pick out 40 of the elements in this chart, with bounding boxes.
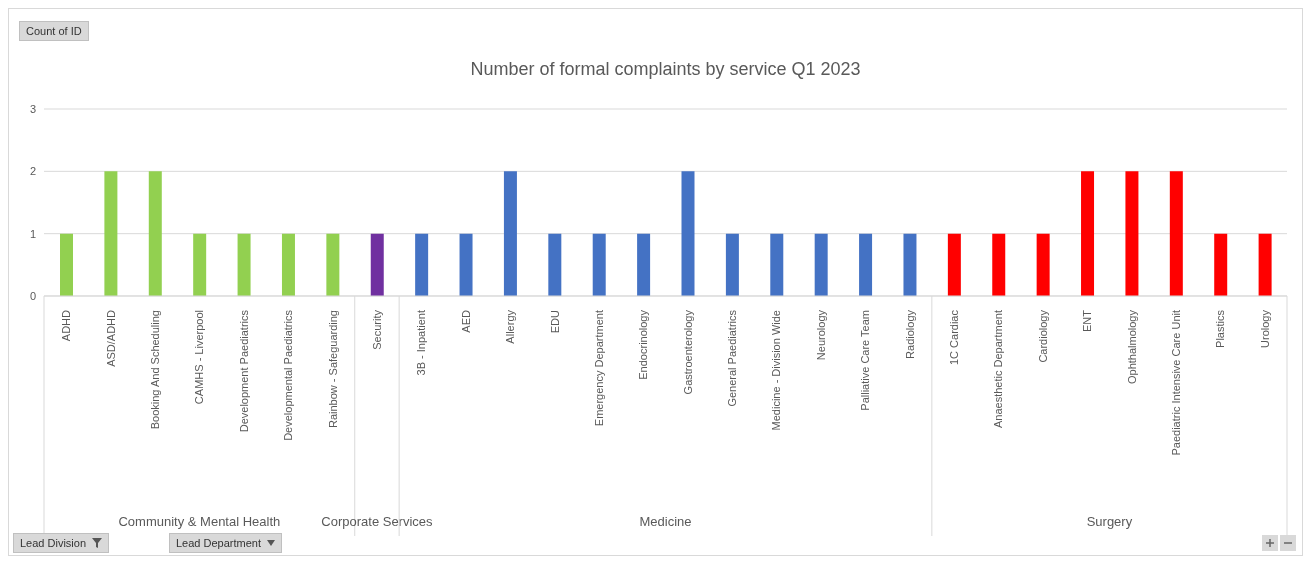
text: Community & Mental Health	[118, 514, 281, 529]
text: Medicine	[639, 514, 692, 529]
x-tick-label: Security	[370, 309, 383, 350]
x-tick-label: EDU	[548, 309, 561, 334]
y-tick-label: 0	[29, 289, 36, 302]
x-tick-label: Palliative Care Team	[859, 310, 872, 411]
x-tick-label: CAMHS - Liverpool	[193, 310, 206, 405]
x-tick-label: Endocrinology	[637, 309, 650, 380]
y-tick-label: 1	[29, 227, 36, 240]
x-tick-label: Cardiology	[1036, 309, 1049, 363]
x-tick-label: Rainbow - Safeguarding	[326, 310, 339, 429]
text: Lead Division	[20, 537, 87, 549]
x-tick-label: Neurology	[814, 309, 827, 361]
text: Count of ID	[26, 25, 82, 37]
x-tick-label: ADHD	[60, 309, 73, 342]
text: Lead Department	[176, 537, 261, 549]
x-tick-label: Developmental Paediatrics	[282, 309, 295, 441]
x-tick-label: Emergency Department	[592, 310, 605, 427]
text: Surgery	[1086, 514, 1133, 529]
x-tick-label: Medicine - Division Wide	[770, 310, 783, 431]
x-tick-label: Urology	[1258, 309, 1271, 348]
x-tick-label: Radiology	[903, 309, 916, 359]
x-tick-label: AED	[459, 309, 472, 333]
x-tick-label: General Paediatrics	[726, 309, 739, 407]
y-tick-label: 3	[29, 102, 36, 115]
x-tick-label: Allergy	[504, 309, 517, 344]
x-tick-label: 1C Cardiac	[948, 309, 961, 366]
x-tick-label: Booking And Scheduling	[148, 310, 161, 430]
x-tick-label: Paediatric Intensive Care Unit	[1170, 310, 1183, 456]
chart-title: Number of formal complaints by service Q1 2023	[469, 59, 862, 80]
x-tick-label: Development Paediatrics	[237, 309, 250, 433]
x-tick-label: ENT	[1081, 309, 1094, 332]
x-tick-label: 3B - Inpatient	[415, 310, 428, 376]
x-tick-label: Plastics	[1214, 309, 1227, 348]
x-tick-label: ASD/ADHD	[104, 309, 117, 367]
y-tick-label: 2	[29, 165, 36, 178]
x-tick-label: Gastroenterology	[681, 309, 694, 395]
text: Corporate Services	[321, 514, 434, 529]
x-tick-label: Ophthalmology	[1125, 309, 1138, 384]
x-tick-label: Anaesthetic Department	[992, 310, 1005, 429]
